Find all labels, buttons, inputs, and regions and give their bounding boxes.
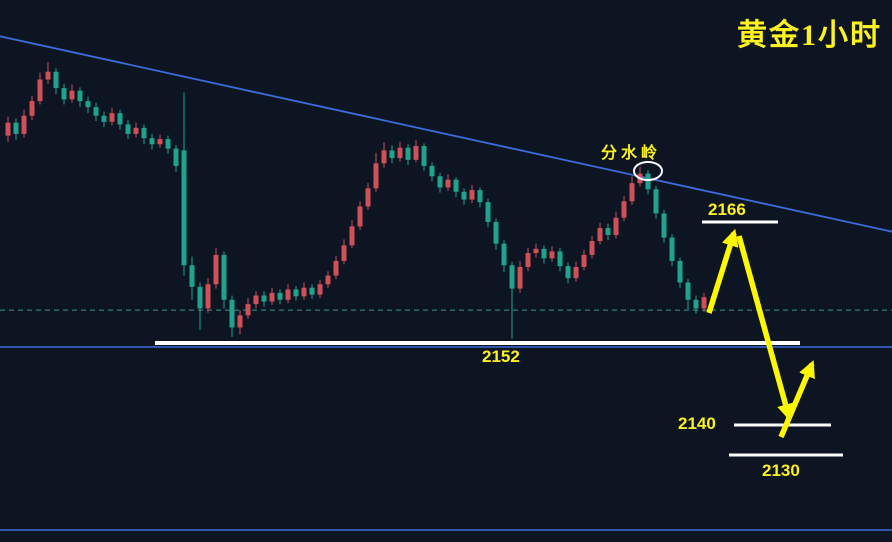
projection-arrow-2	[736, 235, 794, 422]
watershed-ellipse	[633, 161, 663, 181]
descending-trendline	[0, 35, 892, 233]
candles-layer	[5, 62, 707, 339]
level-label-2140: 2140	[678, 414, 716, 433]
projection-arrow-3	[778, 360, 815, 439]
watershed-label: 分水岭	[601, 145, 662, 162]
projection-arrow-1	[706, 228, 739, 314]
level-label-2166: 2166	[708, 200, 746, 219]
level-label-2152: 2152	[482, 347, 520, 366]
chart-title: 黄金1小时	[737, 19, 882, 52]
level-label-2130: 2130	[762, 461, 800, 480]
